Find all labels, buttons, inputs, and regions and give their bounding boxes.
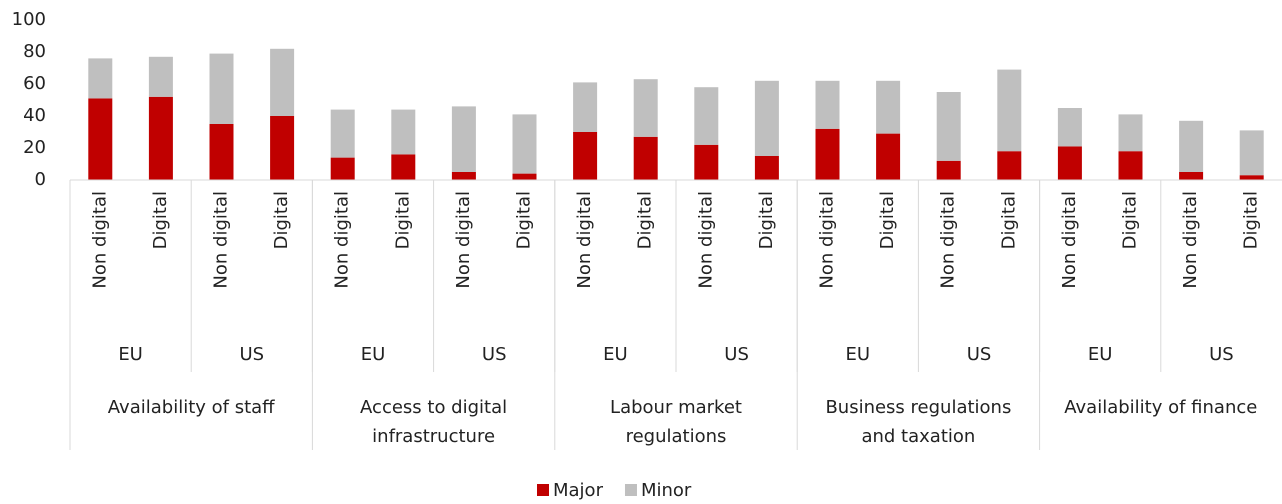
x-tick-label: Digital (150, 191, 171, 249)
y-tick-label: 60 (23, 73, 46, 94)
group-label: and taxation (861, 426, 975, 447)
region-label: EU (118, 344, 143, 365)
bar-segment (330, 157, 355, 180)
region-label: EU (1088, 344, 1113, 365)
bar-segment (1118, 114, 1143, 152)
bar-segment (451, 172, 476, 180)
x-tick-label: Digital (877, 191, 898, 249)
bar-segment (1239, 130, 1264, 176)
bar-segment (88, 98, 113, 180)
x-tick-label: Digital (998, 191, 1019, 249)
bar-segment (270, 48, 295, 116)
bar-segment (88, 58, 113, 99)
region-label: US (1209, 344, 1234, 365)
y-tick-label: 100 (12, 9, 46, 30)
bar-segment (815, 128, 840, 180)
bar-segment (633, 79, 658, 137)
x-tick-label: Digital (756, 191, 777, 249)
bar-segment (512, 114, 537, 174)
bar-segment (876, 133, 901, 180)
bar-segment (936, 92, 961, 161)
group-label: Access to digital (360, 397, 507, 418)
bar-segment (148, 56, 173, 97)
x-tick-label: Non digital (1180, 191, 1201, 289)
y-tick-label: 40 (23, 105, 46, 126)
bar-segment (936, 160, 961, 180)
region-label: EU (603, 344, 628, 365)
group-label: Availability of staff (108, 397, 275, 418)
bar-segment (1057, 108, 1082, 147)
x-tick-label: Digital (1241, 191, 1262, 249)
region-label: US (967, 344, 992, 365)
y-tick-label: 80 (23, 41, 46, 62)
bar-segment (391, 154, 416, 180)
region-label: EU (846, 344, 871, 365)
y-tick-label: 20 (23, 137, 46, 158)
x-tick-label: Non digital (695, 191, 716, 289)
bar-segment (573, 82, 598, 132)
x-tick-label: Non digital (1059, 191, 1080, 289)
group-label: Labour market (610, 397, 742, 418)
group-label: Business regulations (825, 397, 1011, 418)
x-tick-label: Non digital (817, 191, 838, 289)
region-label: US (482, 344, 507, 365)
y-tick-label: 0 (35, 169, 46, 190)
legend-swatch (537, 484, 549, 496)
x-tick-label: Non digital (332, 191, 353, 289)
bar-segment (1057, 146, 1082, 180)
bar-segment (1179, 120, 1204, 172)
x-tick-label: Non digital (938, 191, 959, 289)
group-label: Availability of finance (1064, 397, 1257, 418)
bar-segment (754, 80, 779, 156)
bar-segment (573, 132, 598, 180)
group-label: regulations (626, 426, 727, 447)
bar-segment (1179, 172, 1204, 180)
x-tick-label: Digital (392, 191, 413, 249)
bar-segment (148, 96, 173, 180)
x-tick-label: Digital (1120, 191, 1141, 249)
x-tick-label: Non digital (89, 191, 110, 289)
bar-segment (633, 136, 658, 180)
bar-segment (512, 173, 537, 180)
region-label: EU (361, 344, 386, 365)
bar-segment (209, 53, 234, 124)
bar-segment (391, 109, 416, 155)
legend-label: Major (553, 480, 604, 501)
x-tick-label: Non digital (453, 191, 474, 289)
bar-segment (330, 109, 355, 158)
bar-segment (209, 124, 234, 180)
legend-label: Minor (641, 480, 692, 501)
legend-swatch (624, 484, 637, 496)
bar-segment (270, 116, 295, 180)
x-tick-label: Digital (635, 191, 656, 249)
group-label: infrastructure (372, 426, 495, 447)
bar-segment (997, 151, 1022, 180)
x-tick-label: Digital (271, 191, 292, 249)
x-tick-label: Non digital (211, 191, 232, 289)
x-tick-label: Non digital (574, 191, 595, 289)
bar-segment (1118, 151, 1143, 180)
bar-segment (876, 80, 901, 134)
region-label: US (239, 344, 264, 365)
bar-segment (694, 87, 719, 145)
bar-segment (694, 144, 719, 180)
bar-segment (1239, 175, 1264, 180)
region-label: US (724, 344, 749, 365)
x-tick-label: Digital (514, 191, 535, 249)
bar-segment (754, 156, 779, 180)
bar-segment (815, 80, 840, 129)
bar-segment (451, 106, 476, 172)
bar-segment (997, 69, 1022, 152)
